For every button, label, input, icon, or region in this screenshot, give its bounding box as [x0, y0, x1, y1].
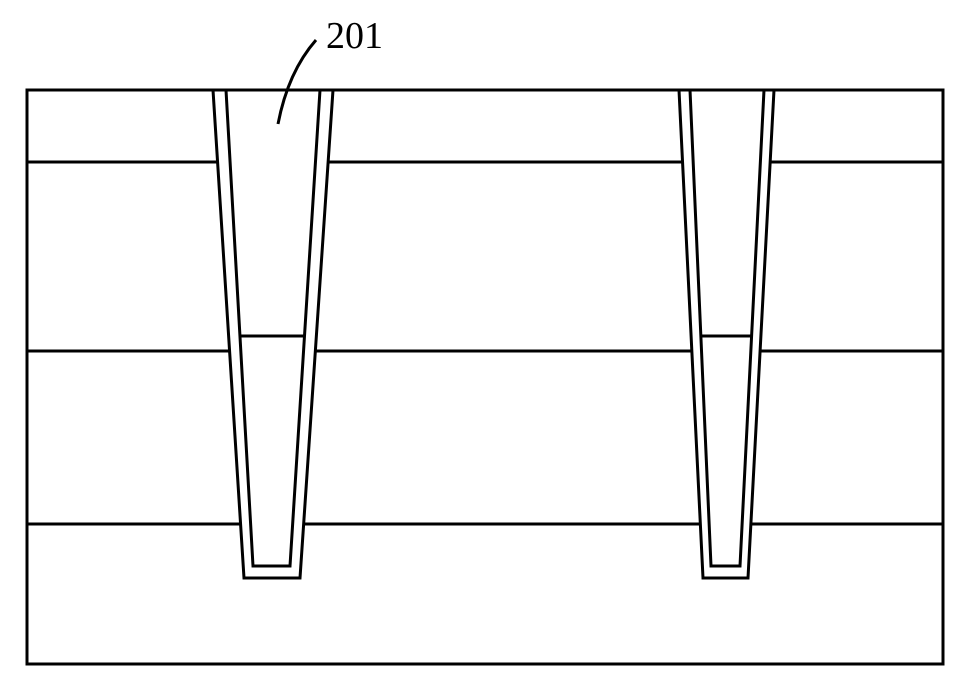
callout-label: 201 [326, 14, 383, 58]
cross-section-diagram [0, 0, 971, 678]
